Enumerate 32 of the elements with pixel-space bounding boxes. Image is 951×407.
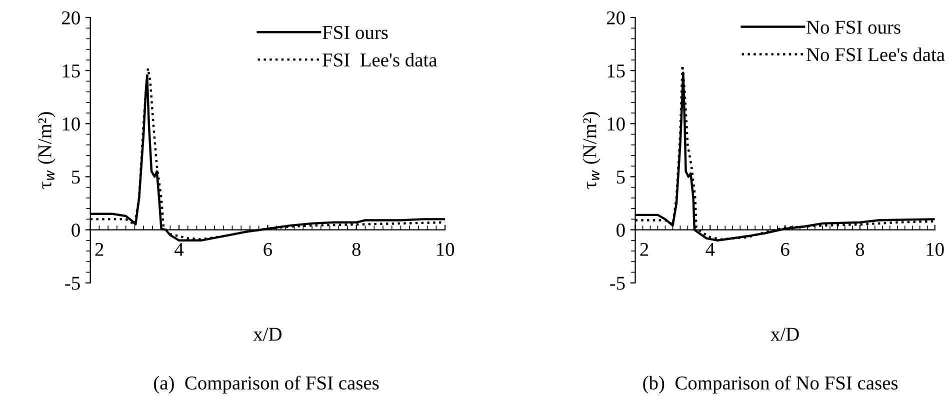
x-tick-label: 2 [640, 242, 648, 256]
text: (a) Comparison of FSI cases [154, 376, 379, 394]
legend-label: No FSI ours [806, 20, 900, 34]
y-axis-title: τ$_{w}$ (N/m²) [582, 112, 600, 189]
y-tick-label: 5 [72, 170, 80, 184]
y-axis-title: τ$_{w}$ (N/m²) [38, 112, 56, 189]
y-tick-label: -5 [610, 276, 625, 290]
legend-label: FSI ours [322, 26, 388, 40]
x-tick-label: 8 [856, 242, 864, 256]
legend-label: FSI Lee's data [322, 52, 438, 67]
x-tick-label: 10 [926, 242, 944, 256]
y-tick-label: 20 [62, 11, 80, 24]
legend-label: No FSI Lee's data [806, 48, 945, 62]
y-tick-label: 10 [608, 117, 625, 131]
y-tick-label: 10 [62, 117, 80, 131]
x-tick-label: 6 [781, 242, 790, 256]
text: (b) Comparison of No FSI cases [643, 376, 898, 394]
x-tick-label: 4 [174, 242, 184, 256]
y-tick-label: 0 [616, 224, 625, 237]
x-axis-title: x/D [770, 328, 799, 341]
y-tick-label: -5 [65, 276, 80, 290]
x-axis-title: x/D [253, 328, 282, 341]
x-tick-label: 4 [706, 242, 715, 256]
y-tick-label: 5 [616, 170, 625, 184]
y-tick-label: 0 [72, 224, 80, 237]
x-tick-label: 8 [352, 242, 361, 256]
y-tick-label: 15 [608, 64, 625, 78]
y-tick-label: 15 [62, 64, 80, 78]
x-tick-label: 6 [264, 242, 272, 256]
x-tick-label: 10 [437, 242, 454, 256]
x-tick-label: 2 [95, 242, 104, 256]
y-tick-label: 20 [606, 11, 625, 24]
